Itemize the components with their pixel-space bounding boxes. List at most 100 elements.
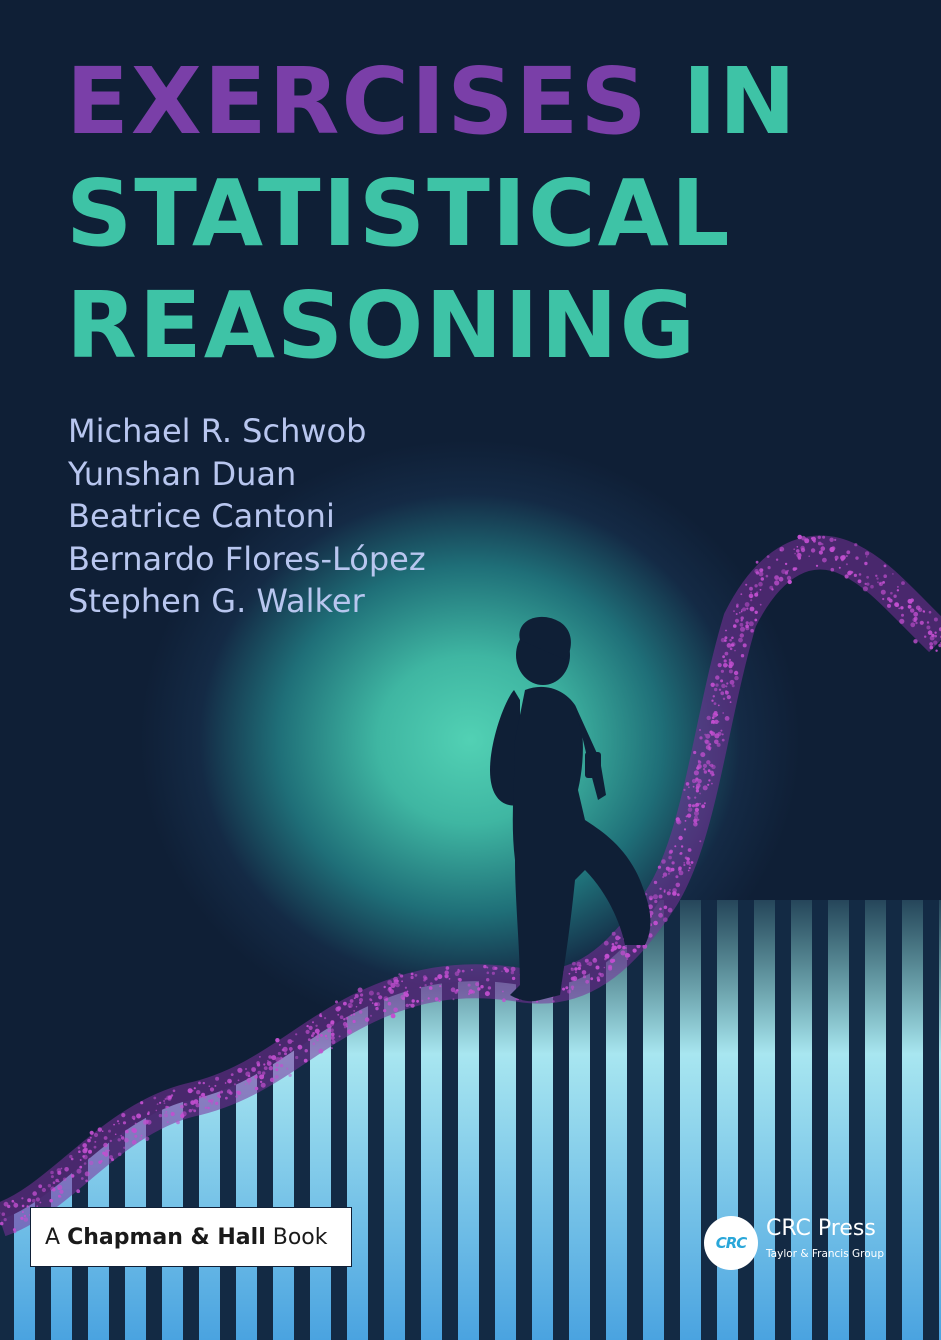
histogram-bar bbox=[606, 900, 627, 1340]
density-dot bbox=[575, 971, 577, 974]
density-dot bbox=[708, 769, 711, 772]
density-dot bbox=[669, 849, 673, 854]
density-dot bbox=[838, 566, 841, 569]
density-dot bbox=[611, 931, 616, 936]
density-dot bbox=[427, 997, 430, 1000]
density-dot bbox=[582, 975, 587, 979]
density-dot bbox=[691, 804, 695, 808]
density-dot bbox=[352, 1013, 356, 1016]
density-dot bbox=[454, 971, 460, 976]
density-dot bbox=[39, 1201, 42, 1204]
density-dot bbox=[934, 631, 937, 634]
density-dot bbox=[275, 1068, 279, 1072]
density-dot bbox=[758, 581, 763, 587]
density-dot bbox=[101, 1130, 104, 1132]
density-dot bbox=[327, 1029, 331, 1033]
density-dot bbox=[164, 1113, 168, 1118]
density-dot bbox=[784, 562, 788, 566]
density-dot bbox=[668, 855, 672, 860]
density-dot bbox=[11, 1199, 15, 1203]
density-dot bbox=[603, 966, 606, 969]
density-dot bbox=[740, 619, 743, 622]
density-dot bbox=[615, 935, 620, 941]
density-dot bbox=[710, 682, 715, 687]
density-dot bbox=[93, 1132, 99, 1138]
density-dot bbox=[371, 1002, 374, 1004]
density-dot bbox=[604, 957, 607, 961]
title-line-2: STATISTICAL bbox=[66, 160, 732, 267]
density-dot bbox=[729, 647, 733, 651]
density-dot bbox=[875, 574, 878, 577]
density-dot bbox=[636, 944, 641, 949]
density-dot bbox=[779, 549, 782, 552]
density-dot bbox=[210, 1102, 213, 1105]
density-dot bbox=[699, 736, 703, 740]
histogram-bar bbox=[310, 900, 331, 1340]
density-dot bbox=[483, 964, 487, 969]
density-dot bbox=[713, 702, 717, 705]
density-dot bbox=[785, 570, 789, 573]
density-dot bbox=[390, 982, 396, 989]
density-dot bbox=[343, 1001, 347, 1006]
density-dot bbox=[345, 1016, 349, 1020]
density-dot bbox=[69, 1154, 73, 1159]
density-dot bbox=[846, 550, 851, 555]
density-dot bbox=[817, 535, 821, 539]
density-dot bbox=[125, 1129, 129, 1134]
density-dot bbox=[318, 1048, 324, 1054]
density-dot bbox=[35, 1197, 41, 1202]
density-dot bbox=[20, 1216, 24, 1220]
density-dot bbox=[877, 581, 879, 584]
density-dot bbox=[890, 591, 893, 595]
density-dot bbox=[603, 940, 609, 946]
density-dot bbox=[1, 1212, 6, 1216]
density-dot bbox=[3, 1218, 7, 1222]
density-dot bbox=[352, 1019, 356, 1024]
histogram-bar bbox=[347, 900, 368, 1340]
density-dot bbox=[303, 1058, 308, 1063]
density-dot bbox=[376, 992, 380, 996]
density-dot bbox=[109, 1155, 113, 1160]
density-dot bbox=[710, 763, 714, 768]
density-dot bbox=[343, 1025, 347, 1029]
density-dot bbox=[746, 607, 749, 610]
density-dot bbox=[105, 1149, 109, 1154]
density-dot bbox=[97, 1127, 103, 1132]
density-dot bbox=[724, 651, 729, 656]
density-dot bbox=[754, 610, 758, 614]
density-dot bbox=[708, 743, 712, 746]
density-dot bbox=[396, 979, 399, 983]
density-dot bbox=[632, 948, 637, 953]
density-dot bbox=[167, 1096, 172, 1101]
density-dot bbox=[800, 547, 806, 553]
author-name: Yunshan Duan bbox=[68, 454, 297, 493]
density-dot bbox=[486, 971, 490, 975]
density-dot bbox=[685, 815, 688, 818]
density-dot bbox=[717, 704, 720, 707]
density-dot bbox=[21, 1204, 25, 1208]
density-dot bbox=[458, 978, 462, 982]
density-dot bbox=[734, 649, 736, 652]
density-dot bbox=[703, 802, 706, 805]
histogram-bar bbox=[643, 900, 664, 1340]
density-dot bbox=[13, 1201, 16, 1204]
density-dot bbox=[347, 1002, 353, 1009]
density-dot bbox=[893, 594, 897, 598]
density-dot bbox=[410, 972, 414, 976]
density-dot bbox=[901, 581, 905, 585]
density-dot bbox=[672, 888, 677, 893]
density-dot bbox=[695, 802, 700, 807]
density-dot bbox=[688, 786, 690, 789]
density-dot bbox=[398, 973, 401, 976]
density-dot bbox=[13, 1202, 19, 1208]
density-dot bbox=[687, 795, 689, 798]
density-dot bbox=[744, 602, 750, 607]
density-dot bbox=[339, 1015, 344, 1019]
density-dot bbox=[84, 1171, 90, 1177]
density-dot bbox=[702, 768, 706, 771]
density-dot bbox=[156, 1103, 159, 1105]
density-dot bbox=[729, 661, 734, 667]
density-dot bbox=[736, 603, 739, 607]
density-dot bbox=[866, 575, 869, 579]
density-dot bbox=[387, 980, 393, 985]
